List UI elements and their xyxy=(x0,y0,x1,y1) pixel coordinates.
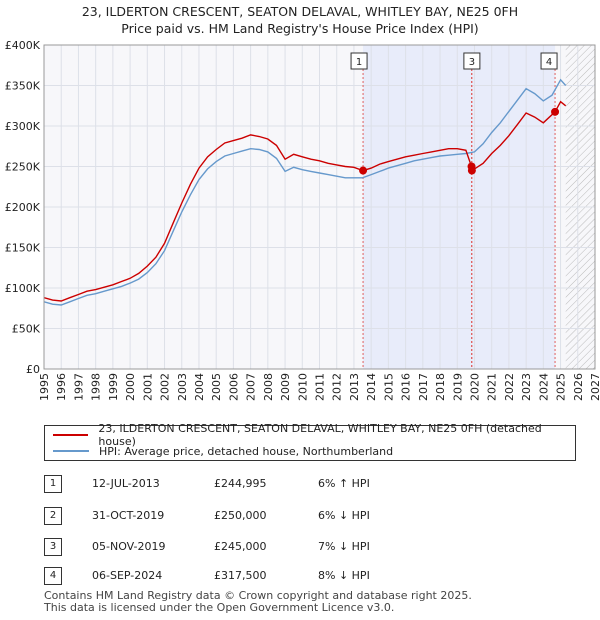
marker-label: 3 xyxy=(469,57,475,68)
y-tick-label: £150K xyxy=(5,242,41,255)
chart-subtitle: Price paid vs. HM Land Registry's House … xyxy=(121,21,479,36)
chart-title: 23, ILDERTON CRESCENT, SEATON DELAVAL, W… xyxy=(81,4,519,19)
marker-label-box xyxy=(350,52,368,70)
x-tick-label: 1995 xyxy=(38,373,51,401)
x-tick-label: 2011 xyxy=(314,373,327,401)
legend-label-property: 23, ILDERTON CRESCENT, SEATON DELAVAL, W… xyxy=(98,422,542,448)
x-tick-label: 2006 xyxy=(227,373,240,401)
y-tick-label: £350K xyxy=(5,80,41,93)
x-tick-label: 1999 xyxy=(107,373,120,401)
transaction-number: 3 xyxy=(44,538,62,556)
transaction-row: 2 31-OCT-2019 £250,000 6% ↓ HPI xyxy=(0,507,600,527)
marker-label: 1 xyxy=(356,57,362,68)
sale-point xyxy=(551,107,560,116)
marker-label: 4 xyxy=(546,57,552,68)
series-line-property xyxy=(44,100,567,302)
x-tick-label: 2012 xyxy=(331,373,344,401)
x-tick-label: 2004 xyxy=(193,373,206,401)
transaction-price: £245,000 xyxy=(214,540,267,553)
x-tick-label: 2007 xyxy=(245,373,258,401)
transaction-price: £317,500 xyxy=(214,569,267,582)
transaction-date: 31-OCT-2019 xyxy=(92,509,165,522)
x-tick-label: 1997 xyxy=(72,373,85,401)
transaction-number: 4 xyxy=(44,567,62,585)
x-tick-label: 2024 xyxy=(537,373,550,401)
legend-swatch-hpi xyxy=(53,450,89,452)
x-tick-label: 2001 xyxy=(141,373,154,401)
x-tick-label: 2026 xyxy=(572,373,585,401)
transaction-number: 1 xyxy=(44,475,62,493)
transaction-row: 3 05-NOV-2019 £245,000 7% ↓ HPI xyxy=(0,538,600,558)
transaction-hpi: 6% ↓ HPI xyxy=(318,509,370,522)
chart-legend: 23, ILDERTON CRESCENT, SEATON DELAVAL, W… xyxy=(44,422,576,461)
x-tick-label: 2009 xyxy=(279,373,292,401)
transaction-price: £250,000 xyxy=(214,509,267,522)
y-tick-label: £400K xyxy=(5,39,41,52)
transaction-row: 4 06-SEP-2024 £317,500 8% ↓ HPI xyxy=(0,567,600,587)
y-tick-label: £50K xyxy=(12,323,41,336)
transaction-number: 2 xyxy=(44,507,62,525)
legend-label-hpi: HPI: Average price, detached house, Nort… xyxy=(99,444,394,458)
marker-label-box xyxy=(463,52,481,70)
series-line-hpi xyxy=(44,78,567,306)
x-tick-label: 2014 xyxy=(365,373,378,401)
x-tick-label: 2002 xyxy=(159,373,172,401)
transaction-hpi: 7% ↓ HPI xyxy=(318,540,370,553)
footer-license: This data is licensed under the Open Gov… xyxy=(44,601,395,614)
sale-point xyxy=(467,166,476,175)
y-tick-label: £300K xyxy=(5,120,41,133)
x-tick-label: 2022 xyxy=(503,373,516,401)
sale-point xyxy=(359,166,368,175)
legend-item-hpi: HPI: Average price, detached house, Nort… xyxy=(53,443,393,459)
transaction-date: 06-SEP-2024 xyxy=(92,569,163,582)
x-tick-label: 2005 xyxy=(210,373,223,401)
x-tick-label: 2017 xyxy=(417,373,430,401)
footer-attribution: Contains HM Land Registry data © Crown c… xyxy=(44,590,472,614)
y-tick-label: £0 xyxy=(26,363,40,376)
x-tick-label: 2010 xyxy=(296,373,309,401)
transaction-row: 1 12-JUL-2013 £244,995 6% ↑ HPI xyxy=(0,475,600,495)
x-tick-label: 2018 xyxy=(434,373,447,401)
price-chart: 1 3 4 £0 £50K £100K £150K £200K £250K £300K £350K £… xyxy=(5,39,600,401)
y-tick-label: £250K xyxy=(5,161,41,174)
transaction-hpi: 8% ↓ HPI xyxy=(318,569,370,582)
transaction-date: 12-JUL-2013 xyxy=(92,477,160,490)
y-tick-label: £100K xyxy=(5,282,41,295)
x-tick-label: 1996 xyxy=(55,373,68,401)
legend-swatch-property xyxy=(53,434,89,436)
x-tick-label: 2025 xyxy=(555,373,568,401)
x-tick-label: 2020 xyxy=(468,373,481,401)
x-tick-label: 2021 xyxy=(486,373,499,401)
x-tick-label: 2019 xyxy=(451,373,464,401)
y-tick-label: £200K xyxy=(5,201,41,214)
x-tick-label: 2013 xyxy=(348,373,361,401)
x-tick-label: 2008 xyxy=(262,373,275,401)
footer-copyright: Contains HM Land Registry data © Crown c… xyxy=(44,589,472,602)
x-tick-label: 2015 xyxy=(382,373,395,401)
x-tick-label: 2000 xyxy=(124,373,137,401)
x-tick-label: 1998 xyxy=(90,373,103,401)
legend-item-property: 23, ILDERTON CRESCENT, SEATON DELAVAL, W… xyxy=(53,422,575,448)
transaction-price: £244,995 xyxy=(214,477,267,490)
x-tick-label: 2016 xyxy=(400,373,413,401)
x-tick-label: 2003 xyxy=(176,373,189,401)
marker-label-box xyxy=(540,52,558,70)
x-tick-label: 2027 xyxy=(589,373,600,401)
transaction-date: 05-NOV-2019 xyxy=(92,540,166,553)
plot-frame xyxy=(43,44,596,370)
transaction-hpi: 6% ↑ HPI xyxy=(318,477,370,490)
x-tick-label: 2023 xyxy=(520,373,533,401)
